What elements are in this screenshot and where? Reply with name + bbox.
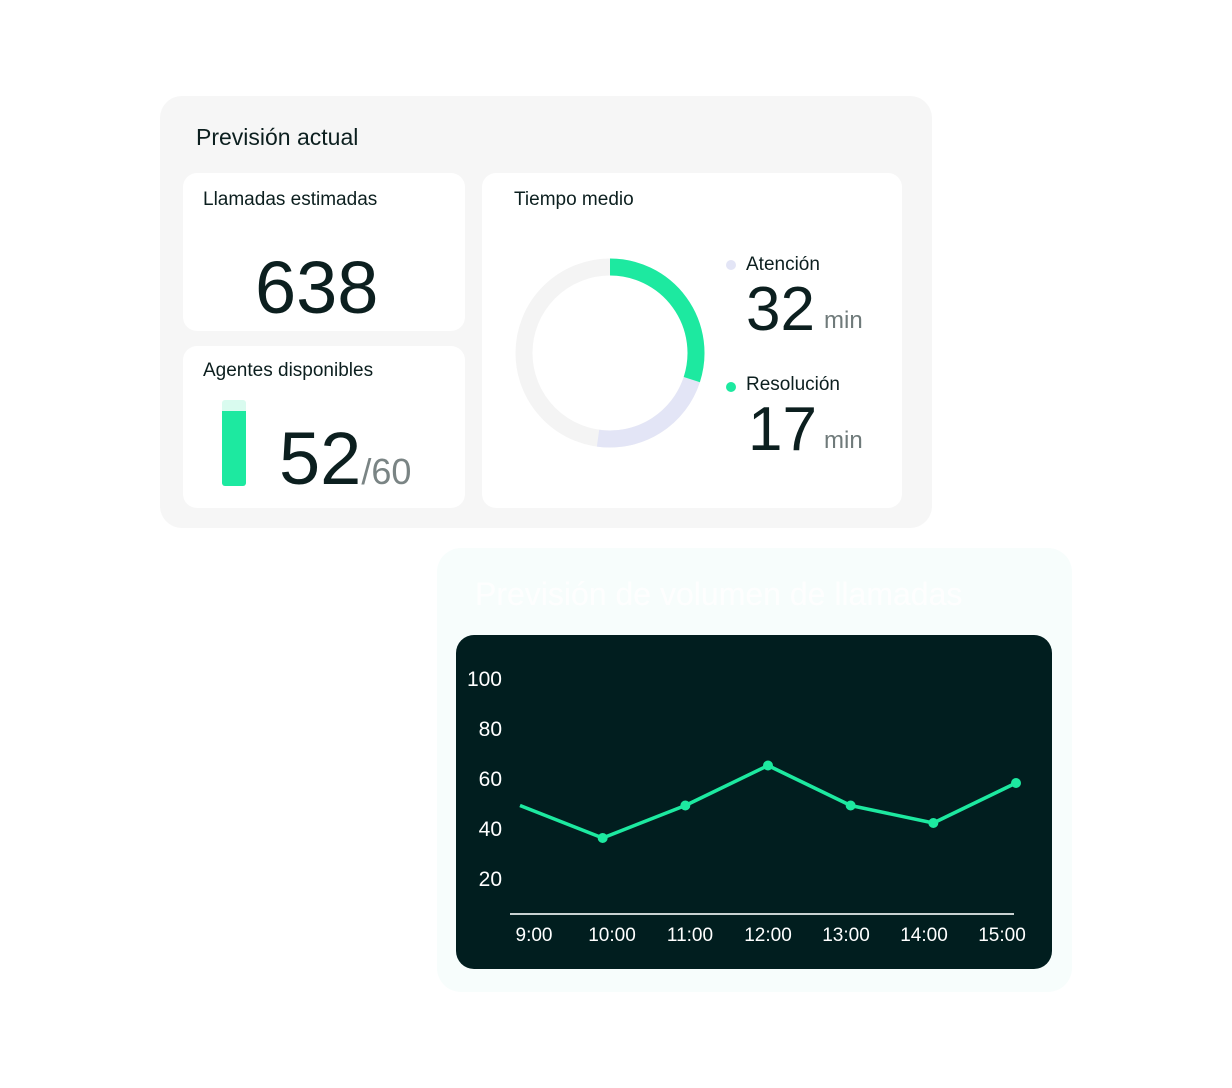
agents-level-bar [222,400,246,486]
volume-chart: 100 80 60 40 20 9:00 10:00 11:00 12:00 13:00 14:00… [456,635,1052,969]
average-time-card: Tiempo medio Atención 32 min Resolución … [482,173,902,508]
data-point [845,800,856,811]
agents-value: 52/60 [279,422,411,496]
y-tick-label: 20 [479,868,502,891]
data-point [1011,778,1021,788]
time-donut-chart [515,258,705,448]
available-agents-card: Agentes disponibles 52/60 [183,346,465,508]
agents-level-fill [222,411,246,486]
x-tick-label: 10:00 [588,925,636,946]
attention-legend-dot [726,260,736,270]
data-point [928,818,939,828]
data-point [763,760,773,771]
y-tick-label: 100 [467,668,502,691]
y-tick-label: 80 [479,718,502,741]
x-tick-label: 11:00 [667,925,713,946]
resolution-label: Resolución [746,374,840,395]
panel-title: Previsión actual [196,124,359,150]
estimated-calls-card: Llamadas estimadas 638 [183,173,465,331]
agents-total: /60 [361,451,412,492]
y-tick-label: 40 [479,818,502,841]
current-forecast-panel: Previsión actual Llamadas estimadas 638 … [160,96,932,528]
x-tick-label: 15:00 [978,925,1026,946]
data-point [597,833,608,843]
resolution-legend-dot [726,382,736,392]
attention-value: 32 [746,275,815,344]
x-tick-label: 12:00 [744,925,792,946]
attention-unit: min [824,307,863,334]
data-point [680,800,691,811]
attention-label: Atención [746,254,820,275]
donut-attention-arc [596,376,700,448]
y-tick-label: 60 [479,768,502,791]
x-tick-label: 9:00 [516,925,553,946]
resolution-value: 17 [748,395,817,464]
series-line [519,763,1017,840]
agents-count: 52 [279,417,362,500]
card-label: Agentes disponibles [203,360,374,381]
line-chart-svg: 100 80 60 40 20 9:00 10:00 11:00 12:00 13:00 14:00… [467,668,1026,946]
calls-value: 638 [255,246,379,329]
donut-resolution-arc [609,258,705,383]
card-label: Llamadas estimadas [203,189,378,210]
volume-title: Previsión de volumen de llamadas [475,576,963,612]
x-tick-label: 13:00 [822,925,870,946]
card-label: Tiempo medio [514,189,634,210]
x-tick-label: 14:00 [900,925,948,946]
resolution-unit: min [824,427,863,454]
